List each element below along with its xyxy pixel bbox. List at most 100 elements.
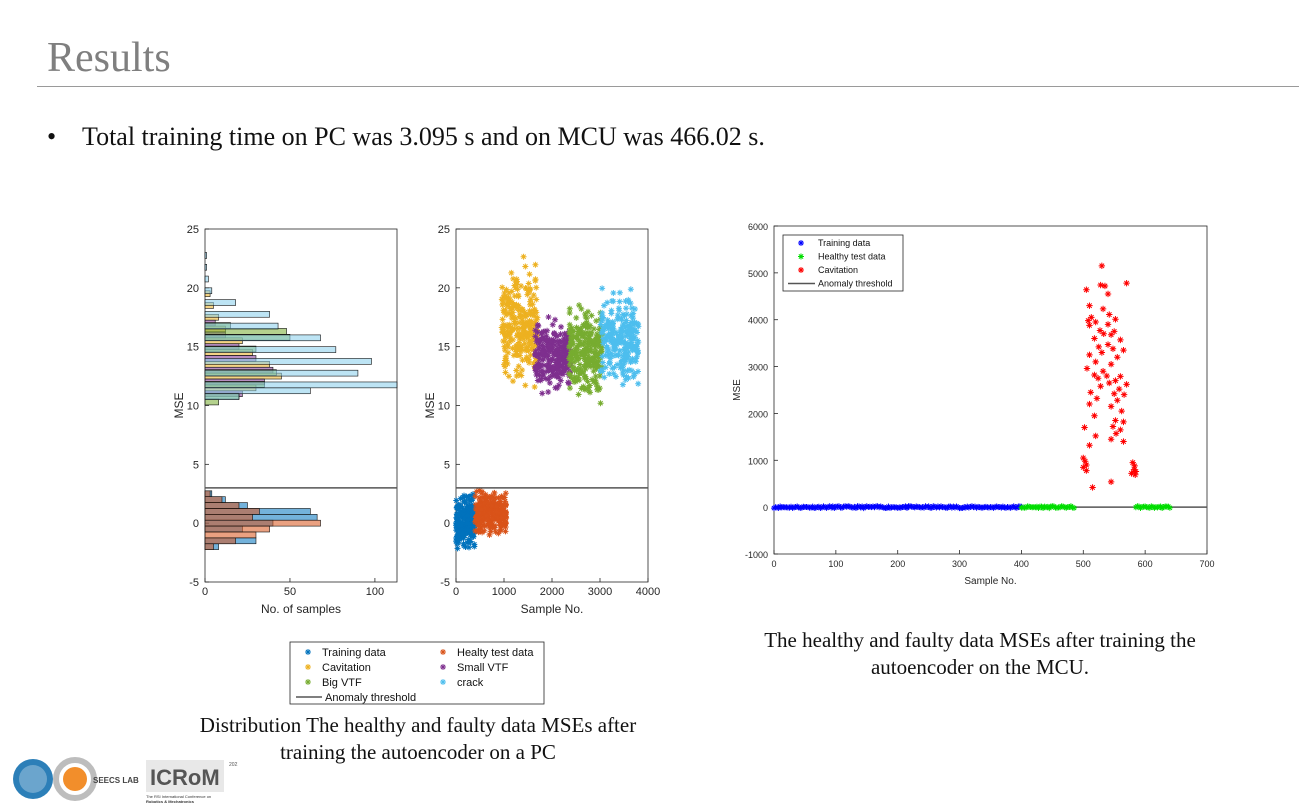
pc-scatter-point: [468, 496, 475, 503]
hist-ylabel: MSE: [172, 392, 186, 418]
pc-scatter-point: [552, 357, 559, 364]
mcu-cavitation-point: [1094, 375, 1102, 382]
pc-scatter-point: [626, 330, 633, 337]
pc-scatter-point: [583, 322, 590, 329]
mcu-training-point: [822, 504, 829, 511]
pc-scatter-point: [554, 351, 561, 358]
pc-scatter-point: [567, 372, 574, 379]
left-caption-line1: Distribution The healthy and faulty data…: [199, 713, 637, 737]
pc-scatter-point: [544, 341, 551, 348]
pc-scatter-point: [503, 333, 510, 340]
pc-scatter-point: [570, 334, 577, 341]
pc-scatter-point: [628, 367, 635, 374]
pc-scatter-point: [574, 366, 581, 373]
mcu-scatter-ytick-label: 3000: [748, 363, 768, 373]
pc-scatter-point: [631, 370, 638, 377]
pc-scatter-point: [471, 522, 478, 529]
pc-scatter-point: [552, 341, 559, 348]
pc-scatter-point: [626, 335, 633, 342]
pc-scatter-point: [572, 346, 579, 353]
hist-bar: [204, 508, 260, 515]
mcu-scatter-ytick-label: -1000: [745, 550, 768, 560]
mcu-cavitation-point: [1099, 305, 1107, 313]
pc-scatter-point: [599, 309, 606, 316]
mcu-cavitation-point: [1095, 343, 1102, 351]
pc-scatter-point: [526, 332, 533, 339]
pc-scatter-point: [565, 380, 572, 387]
mcu-cavitation-point: [1081, 458, 1089, 465]
pc-scatter-point: [550, 365, 557, 372]
pc-scatter-point: [611, 336, 618, 343]
pc-scatter-point: [493, 503, 500, 510]
pc-scatter-point: [527, 296, 534, 303]
pc-scatter-point: [619, 321, 626, 328]
pc-scatter-point: [488, 502, 495, 509]
pc-scatter-point: [479, 488, 486, 495]
pc-scatter-point: [491, 513, 498, 520]
pc-scatter-point: [614, 316, 621, 323]
pc-scatter-point: [582, 366, 589, 373]
pc-scatter-point: [513, 348, 520, 355]
pc-scatter-point: [538, 376, 545, 383]
pc-scatter-point: [483, 512, 490, 519]
pc-scatter-point: [563, 360, 570, 367]
pc-scatter-point: [553, 338, 560, 345]
pc-scatter-point: [614, 312, 621, 319]
mcu-training-point: [938, 503, 945, 510]
legend-marker: [305, 664, 311, 670]
pc-scatter-point: [455, 540, 462, 547]
pc-scatter-point: [532, 333, 539, 340]
pc-scatter-point: [613, 341, 620, 348]
pc-scatter-point: [460, 534, 467, 541]
pc-scatter-point: [585, 308, 592, 315]
pc-scatter-point: [501, 289, 508, 296]
pc-scatter-point: [587, 347, 594, 354]
mcu-scatter-chart: 0 100 200 300 400 500 600 700-10000100020003000…: [732, 222, 1215, 587]
pc-scatter-point: [457, 495, 464, 502]
pc-scatter-point: [586, 338, 593, 345]
pc-scatter-ytick-label: 0: [444, 518, 450, 530]
pc-scatter-point: [513, 373, 520, 380]
pc-scatter-point: [453, 497, 460, 504]
pc-scatter-point: [516, 371, 523, 378]
mcu-healthy-point: [1032, 504, 1039, 511]
pc-scatter-point: [466, 494, 473, 501]
pc-scatter-point: [490, 498, 497, 505]
pc-scatter-point: [593, 317, 600, 324]
mcu-healthy-point: [1060, 503, 1067, 510]
mcu-training-point: [996, 504, 1003, 511]
pc-scatter-point: [576, 361, 583, 368]
pc-scatter-point: [497, 522, 504, 529]
pc-scatter-point: [569, 347, 576, 354]
pc-scatter-point: [532, 277, 539, 284]
pc-scatter-point: [606, 370, 613, 377]
hist-bar: [204, 514, 253, 521]
pc-scatter-point: [457, 518, 464, 525]
pc-scatter-point: [566, 385, 573, 392]
pc-scatter-point: [461, 492, 468, 499]
pc-scatter-point: [470, 515, 477, 522]
pc-scatter-point: [498, 514, 505, 521]
pc-scatter-point: [616, 333, 623, 340]
pc-scatter-point: [601, 374, 608, 381]
pc-scatter-point: [635, 368, 642, 375]
pc-scatter-point: [607, 355, 614, 362]
mcu-training-point: [869, 503, 876, 510]
pc-scatter-point: [501, 347, 508, 354]
mcu-cavitation-point: [1088, 314, 1095, 321]
pc-scatter-point: [581, 363, 588, 370]
pc-scatter-point: [567, 328, 574, 335]
pc-scatter-ytick-label: 5: [444, 459, 450, 471]
hist-ytick-label: 15: [187, 342, 199, 354]
pc-scatter-point: [463, 505, 470, 512]
pc-scatter-point: [508, 288, 515, 295]
pc-scatter-point: [607, 336, 614, 343]
pc-scatter-point: [589, 376, 596, 383]
pc-scatter-point: [575, 356, 582, 363]
pc-scatter-point: [560, 342, 567, 349]
mcu-cavitation-point: [1085, 317, 1092, 324]
pc-legend: Training data Healty test data Cavitation S…: [289, 641, 545, 705]
pc-scatter-point: [566, 325, 573, 332]
pc-scatter-point: [622, 376, 629, 383]
pc-scatter-point: [487, 520, 494, 527]
